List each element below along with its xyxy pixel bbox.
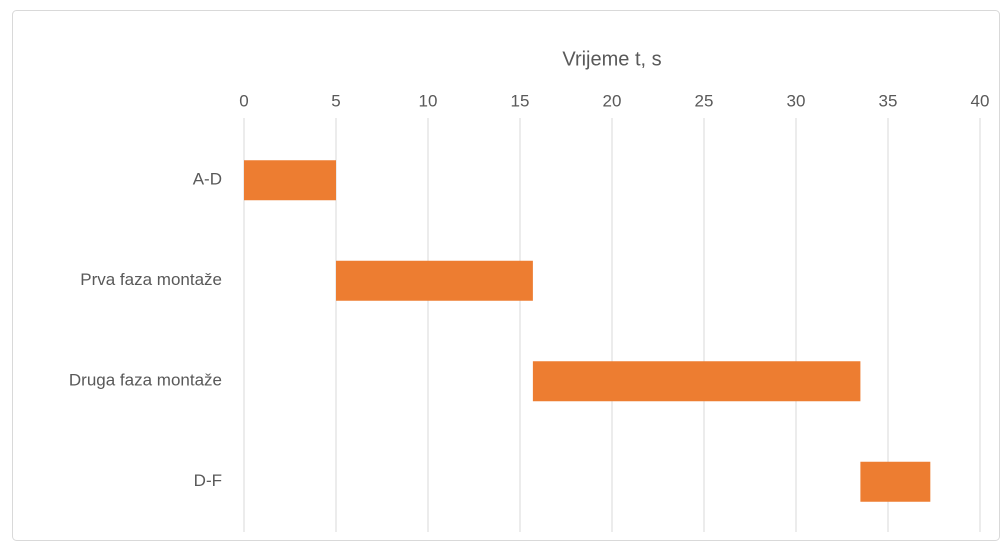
y-tick-label: Druga faza montaže [69,371,222,390]
x-tick-label: 15 [511,91,530,110]
bar [336,260,533,301]
x-tick-label: 35 [879,91,898,110]
y-tick-label: D-F [194,471,222,490]
bar [532,361,861,402]
x-tick-label: 5 [331,91,340,110]
chart-title: Vrijeme t, s [562,48,661,70]
x-tick-label: 30 [787,91,806,110]
x-tick-label: 25 [695,91,714,110]
x-tick-label: 20 [603,91,622,110]
bar [860,461,931,502]
y-tick-label: Prva faza montaže [80,270,222,289]
bar [244,160,336,201]
x-tick-label: 40 [971,91,990,110]
x-tick-label: 0 [239,91,248,110]
y-tick-label: A-D [193,170,222,189]
x-tick-label: 10 [419,91,438,110]
